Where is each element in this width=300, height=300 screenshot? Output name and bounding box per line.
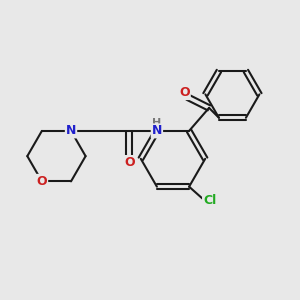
Text: Cl: Cl — [203, 194, 216, 207]
Text: N: N — [152, 124, 162, 137]
Text: N: N — [66, 124, 76, 137]
Text: O: O — [124, 156, 135, 169]
Text: O: O — [179, 86, 190, 99]
Text: O: O — [37, 175, 47, 188]
Text: H: H — [152, 118, 161, 128]
